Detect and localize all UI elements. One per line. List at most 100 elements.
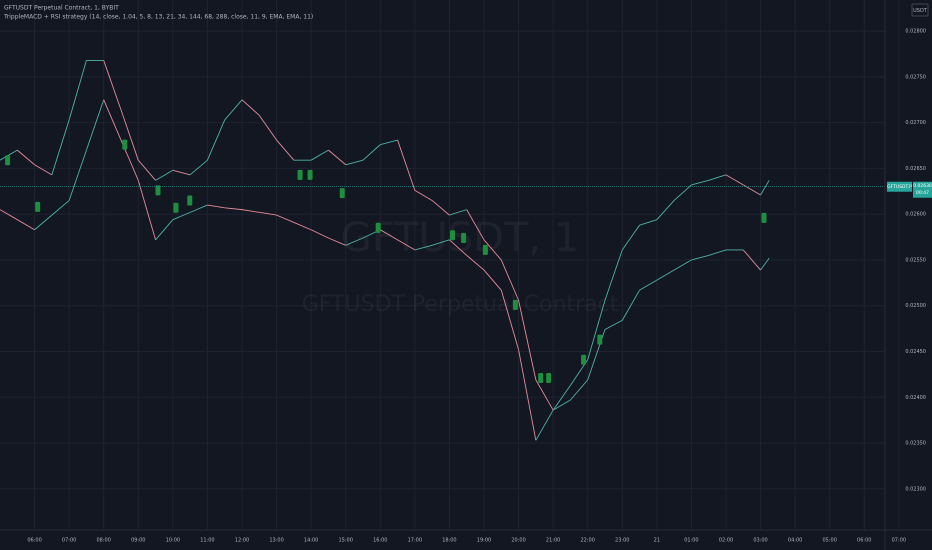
x-tick-label: 07:00 bbox=[892, 538, 906, 544]
y-tick-label: 0.02500 bbox=[905, 303, 926, 309]
price-segment bbox=[518, 300, 537, 380]
price-segment bbox=[328, 149, 346, 166]
buy-signal bbox=[173, 202, 179, 213]
currency-box[interactable] bbox=[911, 3, 929, 17]
x-tick-label: 16:00 bbox=[373, 538, 387, 544]
buy-signal bbox=[297, 169, 303, 180]
y-tick-label: 0.02750 bbox=[905, 74, 926, 80]
x-tick-label: 17:00 bbox=[408, 538, 422, 544]
x-tick-label: 06:00 bbox=[27, 538, 41, 544]
price-segment bbox=[155, 219, 174, 241]
price-segment bbox=[466, 255, 485, 271]
price-segment bbox=[16, 149, 35, 166]
countdown: 00:47 bbox=[916, 190, 929, 196]
buy-signal bbox=[761, 212, 767, 223]
symbol-label: GFTUSDT.P bbox=[887, 184, 912, 190]
x-tick-label: 22:00 bbox=[580, 538, 594, 544]
price-segment bbox=[293, 222, 312, 231]
currency[interactable]: USDT bbox=[913, 8, 928, 14]
price-segment bbox=[673, 259, 692, 271]
price-segment bbox=[51, 200, 70, 216]
price-segment bbox=[276, 214, 295, 223]
price-segment bbox=[552, 399, 571, 411]
price-segment bbox=[414, 190, 433, 201]
buy-signal bbox=[482, 244, 488, 255]
x-tick-label: 21:00 bbox=[546, 538, 560, 544]
price-segment bbox=[172, 169, 191, 176]
price-segment bbox=[17, 219, 35, 231]
price-segment bbox=[380, 229, 398, 241]
buy-signal bbox=[538, 373, 544, 384]
price-segment bbox=[0, 149, 18, 161]
y-tick-label: 0.02550 bbox=[905, 257, 926, 263]
x-tick-label: 14:00 bbox=[304, 538, 318, 544]
price-segment bbox=[34, 214, 53, 231]
buy-signal bbox=[450, 230, 456, 241]
price-segment bbox=[120, 109, 139, 161]
x-tick-label: 04:00 bbox=[788, 538, 802, 544]
price-segment bbox=[483, 239, 502, 261]
price-tag bbox=[913, 181, 932, 198]
price-segment bbox=[691, 179, 709, 186]
price-segment bbox=[207, 204, 225, 209]
y-tick-label: 0.02700 bbox=[905, 120, 926, 126]
price-segment bbox=[137, 159, 156, 181]
price-segment bbox=[691, 254, 709, 261]
price-segment bbox=[224, 207, 243, 211]
price-segment bbox=[621, 224, 640, 251]
price-segment bbox=[172, 211, 191, 221]
y-tick-label: 0.02400 bbox=[905, 395, 926, 401]
x-tick-label: 19:00 bbox=[477, 538, 491, 544]
price-segment bbox=[500, 259, 519, 301]
buy-signal bbox=[581, 354, 587, 365]
price-segment bbox=[397, 239, 416, 251]
x-tick-label: 13:00 bbox=[269, 538, 283, 544]
price-segment bbox=[604, 249, 623, 301]
x-tick-label: 11:00 bbox=[200, 538, 214, 544]
price-segment bbox=[310, 149, 329, 161]
price-segment bbox=[0, 209, 18, 221]
grid bbox=[0, 0, 900, 530]
plot bbox=[0, 59, 885, 441]
price-segment bbox=[189, 204, 208, 213]
x-tick-label: 05:00 bbox=[822, 538, 836, 544]
price-segment bbox=[397, 139, 416, 191]
price-segment bbox=[86, 99, 105, 151]
y-tick-label: 0.02650 bbox=[905, 166, 926, 172]
x-tick-label: 06:00 bbox=[857, 538, 871, 544]
price-segment bbox=[259, 211, 277, 216]
buy-signal bbox=[339, 188, 345, 199]
price-segment bbox=[708, 174, 727, 181]
buy-signal bbox=[597, 334, 603, 345]
axes: 0.02800 0.02750 0.02700 0.02650 0.02600 0.025… bbox=[27, 29, 932, 544]
price-segment bbox=[518, 349, 537, 441]
price-segment bbox=[328, 237, 346, 246]
y-tick-label: 0.02350 bbox=[905, 441, 926, 447]
price-segment bbox=[241, 99, 260, 116]
price-segment bbox=[604, 319, 623, 330]
price-segment bbox=[380, 139, 398, 146]
buy-signal bbox=[187, 195, 193, 206]
price-segment bbox=[760, 180, 770, 196]
price-segment bbox=[760, 257, 770, 271]
price-segment bbox=[51, 119, 70, 175]
price-segment bbox=[639, 219, 657, 226]
price-segment bbox=[362, 144, 381, 161]
buy-signal bbox=[307, 169, 313, 180]
chart-title: GFTUSDT Perpetual Contract, 1, BYBIT bbox=[4, 5, 119, 12]
x-tick-label: 10:00 bbox=[166, 538, 180, 544]
buy-signal bbox=[35, 201, 41, 212]
price-segment bbox=[103, 60, 122, 110]
price-segment bbox=[103, 99, 122, 141]
x-tick-label: 03:00 bbox=[753, 538, 767, 544]
price-segment bbox=[258, 115, 277, 141]
buy-signal bbox=[546, 373, 552, 384]
symbol-tag bbox=[887, 181, 912, 192]
x-tick-label: 02:00 bbox=[719, 538, 733, 544]
price-segment bbox=[570, 379, 589, 401]
price-segment bbox=[656, 269, 675, 281]
price-segment bbox=[431, 200, 450, 216]
price-segment bbox=[155, 169, 174, 181]
price-segment bbox=[68, 149, 87, 201]
